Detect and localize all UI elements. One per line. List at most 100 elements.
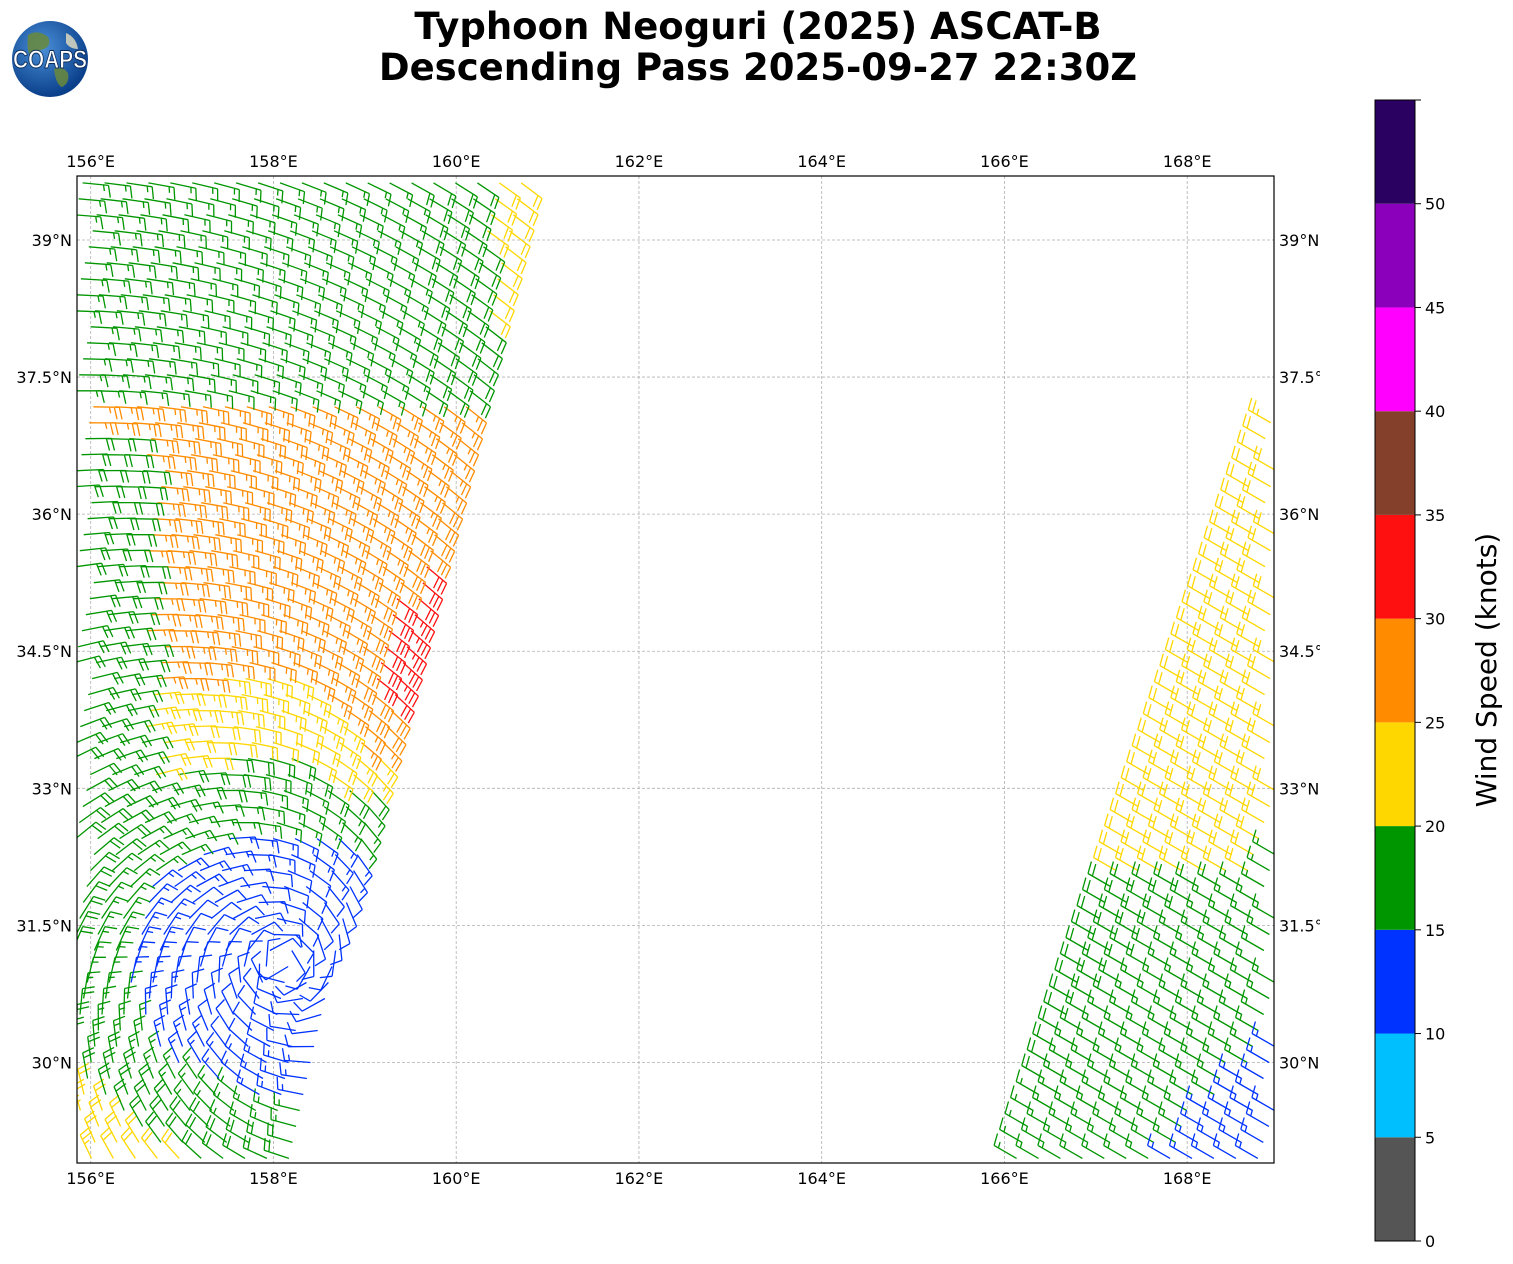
wind-barb [1213, 941, 1237, 968]
wind-barb [189, 725, 220, 739]
wind-barb [498, 182, 522, 210]
wind-barb [187, 470, 215, 488]
wind-barb [321, 278, 347, 302]
wind-barb [1092, 1101, 1116, 1127]
wind-barb [222, 1133, 246, 1159]
wind-barb [408, 550, 431, 579]
wind-barb [203, 582, 232, 599]
wind-barb [229, 741, 258, 758]
lon-tick-label-top: 164°E [797, 152, 846, 171]
wind-barb [266, 502, 293, 524]
wind-barb [173, 438, 201, 455]
wind-barb [247, 757, 275, 776]
wind-barb [251, 921, 284, 936]
wind-barb [228, 966, 240, 999]
wind-barb [212, 454, 240, 473]
wind-barb [218, 789, 248, 803]
wind-barb [1190, 1133, 1215, 1159]
wind-barb [148, 358, 177, 375]
wind-barb [320, 918, 334, 951]
wind-barb [108, 342, 138, 358]
wind-barb [242, 422, 269, 443]
wind-barb [1075, 1085, 1100, 1112]
wind-barb [431, 278, 455, 305]
wind-barb [185, 740, 217, 754]
wind-barb [1136, 973, 1160, 1000]
wind-barb [322, 630, 348, 655]
wind-barb [90, 326, 120, 341]
wind-barb [301, 806, 327, 831]
wind-barb [1048, 973, 1073, 1000]
wind-barb [1120, 765, 1145, 792]
wind-barb [119, 823, 151, 840]
wind-barb [169, 630, 200, 644]
wind-barb [221, 982, 235, 1015]
wind-barb [1236, 493, 1260, 520]
wind-barb [287, 598, 313, 621]
wind-barb [153, 1079, 169, 1111]
wind-barb [86, 956, 106, 983]
wind-barb [153, 691, 185, 705]
wind-barb [319, 198, 345, 222]
wind-barb [279, 1062, 307, 1080]
wind-barb [184, 390, 212, 408]
wind-barb [312, 582, 338, 606]
wind-barb [145, 1111, 162, 1143]
wind-barb [96, 214, 125, 230]
wind-barb [129, 438, 159, 453]
wind-barb [84, 262, 114, 278]
colorbar-tick-label: 0 [1425, 1232, 1435, 1251]
lat-tick-label-left: 33°N [32, 779, 72, 798]
wind-barb [1247, 589, 1271, 616]
wind-barb [307, 246, 333, 269]
lon-tick-label-top: 166°E [980, 152, 1029, 171]
wind-barb [82, 1047, 96, 1079]
wind-barb [130, 780, 163, 794]
wind-barb [194, 262, 221, 282]
wind-barb [186, 294, 214, 313]
wind-barb [1213, 1005, 1237, 1032]
wind-barb [1236, 429, 1261, 456]
wind-barb [141, 825, 174, 840]
wind-barb [197, 998, 209, 1031]
wind-barb [270, 1107, 297, 1128]
wind-barb [182, 1047, 198, 1079]
wind-barb [273, 933, 303, 948]
wind-barb [352, 422, 377, 447]
wind-barb [255, 725, 282, 746]
wind-barb [1174, 1117, 1198, 1143]
wind-barb [210, 374, 237, 394]
wind-barb [336, 662, 361, 688]
wind-barb [115, 838, 147, 856]
wind-barb [117, 658, 150, 672]
wind-barb [412, 534, 434, 562]
wind-barb [1087, 989, 1111, 1016]
wind-barb [294, 934, 315, 964]
wind-barb [477, 358, 499, 387]
wind-barb [225, 582, 253, 601]
wind-barb [437, 342, 461, 370]
wind-barb [247, 582, 274, 602]
wind-barb [491, 214, 514, 242]
wind-barb [993, 1133, 1017, 1159]
wind-barb [303, 262, 329, 285]
wind-barb [134, 765, 167, 779]
wind-barb [263, 693, 290, 715]
wind-barb [1152, 1117, 1176, 1143]
wind-barb [1114, 973, 1138, 1000]
wind-barb [318, 470, 344, 494]
wind-barb [136, 230, 165, 248]
wind-barb [469, 214, 492, 242]
wind-barb [215, 709, 245, 726]
wind-barb [299, 982, 329, 1002]
wind-barb [1203, 653, 1227, 680]
wind-barb [236, 358, 263, 379]
wind-barb [1125, 877, 1150, 904]
wind-barb [221, 863, 254, 876]
wind-barb [1213, 749, 1238, 776]
wind-barb [228, 214, 254, 235]
chart-title: Typhoon Neoguri (2025) ASCAT-B Descendin… [258, 6, 1258, 88]
wind-barb [194, 438, 223, 456]
wind-barb [129, 1094, 144, 1127]
wind-barb [1175, 733, 1199, 760]
